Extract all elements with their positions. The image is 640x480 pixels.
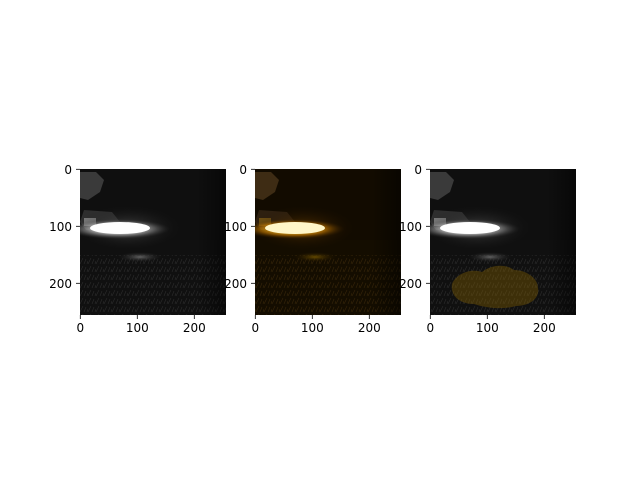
x-tick-label: 100	[476, 321, 499, 335]
x-tick-label: 200	[533, 321, 556, 335]
y-tick-label: 100	[399, 220, 422, 234]
y-tick-label: 200	[49, 277, 72, 291]
y-tick-label: 100	[224, 220, 247, 234]
x-tick-label: 200	[183, 321, 206, 335]
y-axis: 0 100 200	[224, 163, 255, 291]
y-tick-label: 0	[64, 163, 72, 177]
image-orange-tinted	[255, 169, 401, 315]
x-tick-label: 200	[358, 321, 381, 335]
y-axis: 0 100 200	[399, 163, 430, 291]
image-grayscale-masked	[430, 169, 576, 315]
panel-orange-tinted: 0 100 200 0 100 200	[224, 163, 401, 335]
image-grayscale	[80, 169, 226, 315]
y-axis: 0 100 200	[49, 163, 80, 291]
x-tick-label: 0	[426, 321, 434, 335]
x-axis: 0 100 200	[251, 315, 381, 335]
panel-grayscale-original: 0 100 200 0 100 200	[49, 163, 226, 335]
x-tick-label: 0	[251, 321, 259, 335]
y-tick-label: 0	[414, 163, 422, 177]
y-tick-label: 100	[49, 220, 72, 234]
panel-grayscale-with-mask: 0 100 200 0 100 200	[399, 163, 576, 335]
x-tick-label: 100	[126, 321, 149, 335]
y-tick-label: 200	[224, 277, 247, 291]
x-tick-label: 0	[76, 321, 84, 335]
x-axis: 0 100 200	[76, 315, 206, 335]
x-tick-label: 100	[301, 321, 324, 335]
y-tick-label: 200	[399, 277, 422, 291]
x-axis: 0 100 200	[426, 315, 556, 335]
y-tick-label: 0	[239, 163, 247, 177]
